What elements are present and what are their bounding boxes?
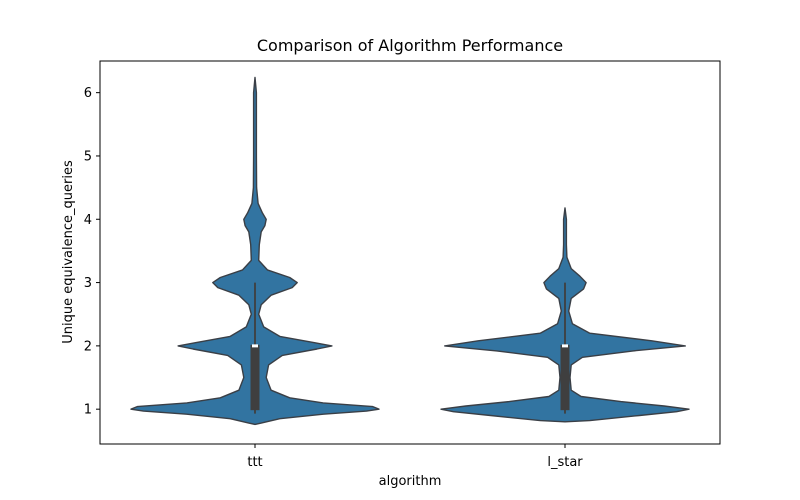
- y-axis-label: Unique equivalence_queries: [61, 160, 76, 344]
- x-axis: ttt l_star: [247, 444, 583, 470]
- plot-frame: [99, 60, 721, 445]
- violins-layer: [130, 76, 690, 426]
- chart-title: Comparison of Algorithm Performance: [257, 36, 563, 55]
- y-tick-label: 1: [84, 403, 92, 418]
- violin-median: [562, 344, 568, 348]
- x-axis-label: algorithm: [379, 474, 442, 489]
- x-tick-label: ttt: [247, 455, 262, 470]
- y-tick-label: 3: [84, 276, 92, 291]
- violin-ttt: [130, 76, 380, 426]
- y-tick-label: 4: [84, 213, 92, 228]
- violin-box: [560, 344, 570, 411]
- y-tick-label: 5: [84, 149, 92, 164]
- y-tick-label: 2: [84, 339, 92, 354]
- violin-box: [250, 344, 260, 411]
- y-axis: 1 2 3 4 5 6: [84, 86, 100, 418]
- x-tick-label: l_star: [547, 455, 583, 470]
- violin-median: [252, 344, 258, 348]
- y-tick-label: 6: [84, 86, 92, 101]
